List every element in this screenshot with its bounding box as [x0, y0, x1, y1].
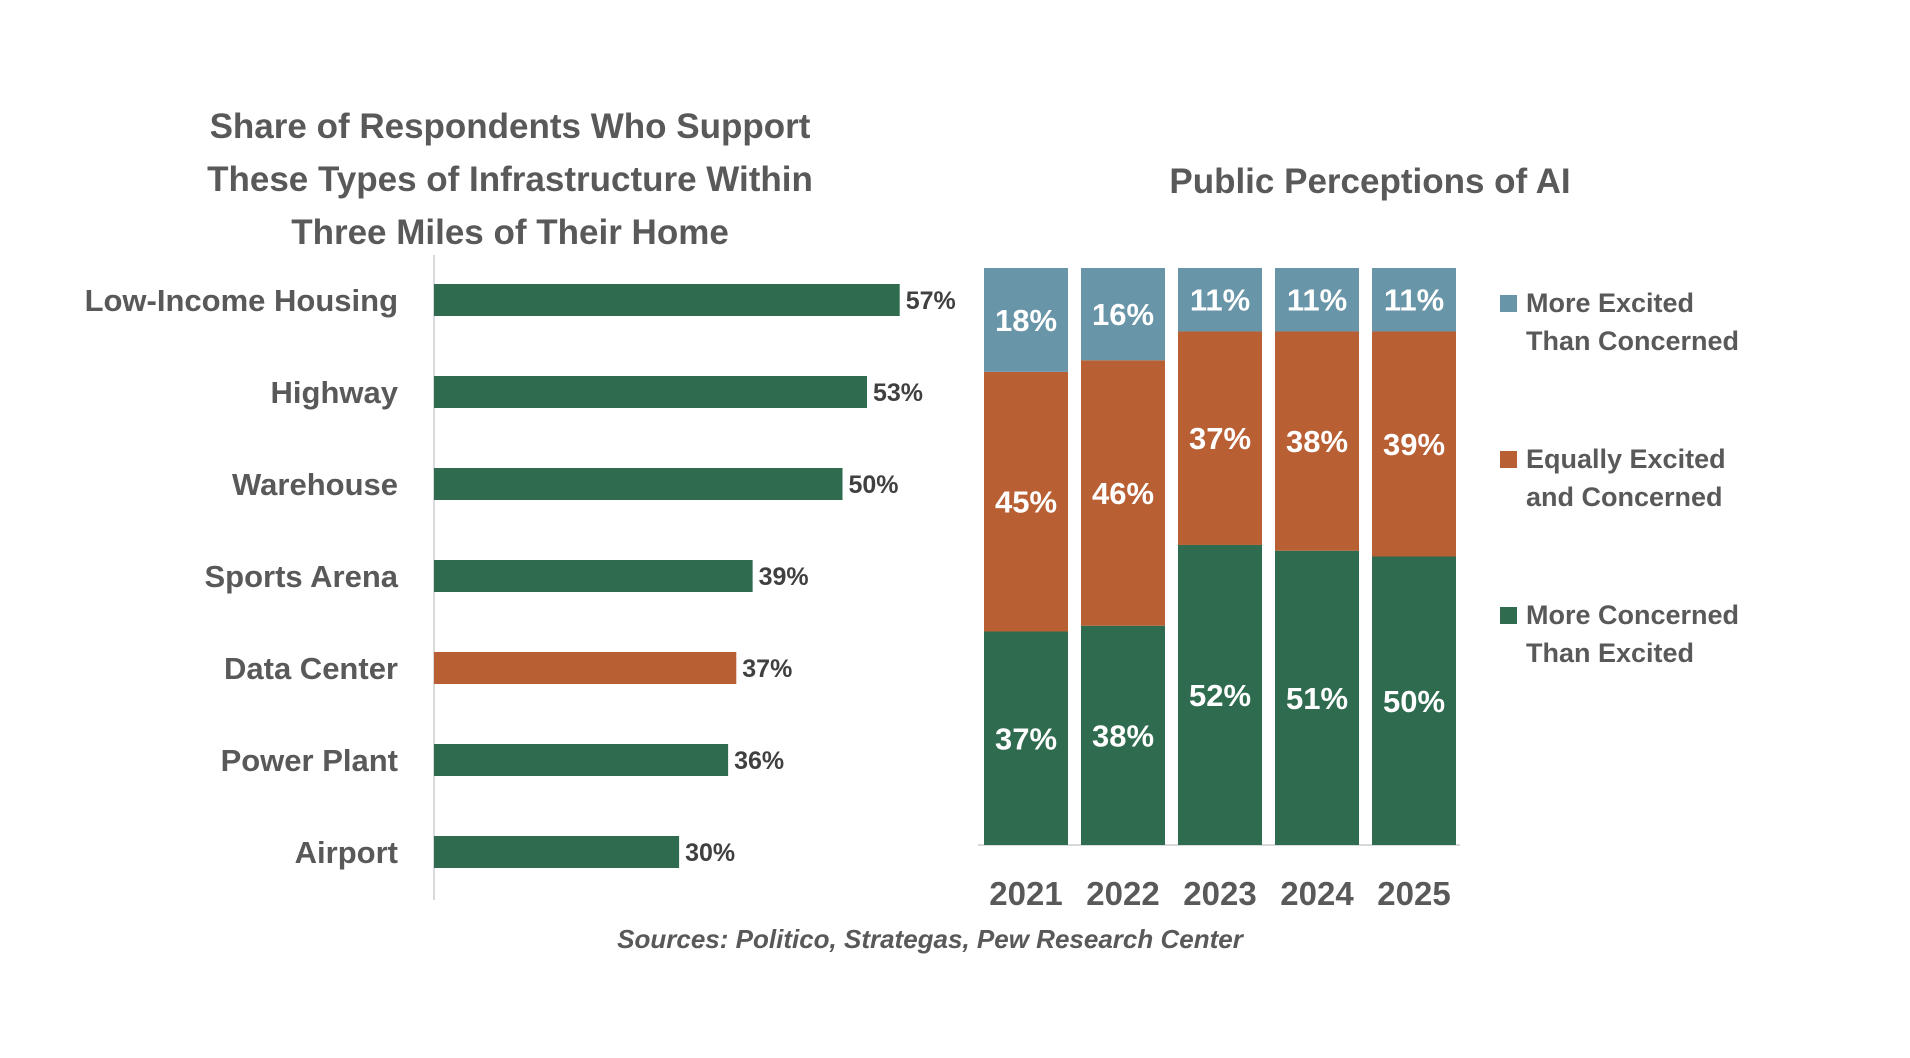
segment-label: 39%	[1383, 427, 1445, 462]
chart-title-line: Share of Respondents Who Support	[210, 107, 811, 146]
segment-label: 11%	[1190, 283, 1250, 318]
source-note: Sources: Politico, Strategas, Pew Resear…	[617, 924, 1245, 954]
segment-label: 37%	[1189, 421, 1251, 456]
chart-title-line: Three Miles of Their Home	[291, 213, 729, 252]
segment-label: 45%	[995, 485, 1057, 520]
data-label: 36%	[734, 747, 784, 775]
ai-perceptions-chart: Public Perceptions of AI 37% 45% 18% 2021 38%…	[978, 162, 1739, 912]
segment-label: 11%	[1384, 283, 1444, 318]
stack-segment	[1275, 268, 1359, 332]
infrastructure-support-chart: Share of Respondents Who Support These Ty…	[85, 107, 956, 900]
legend-label: Than Concerned	[1526, 326, 1739, 356]
data-label: 50%	[849, 471, 899, 499]
chart-title-line: These Types of Infrastructure Within	[207, 160, 813, 199]
legend-label: More Concerned	[1526, 600, 1739, 630]
category-label: Highway	[271, 375, 399, 410]
segment-label: 38%	[1092, 718, 1154, 753]
stack-segment	[1081, 268, 1165, 361]
legend-label: and Concerned	[1526, 482, 1723, 512]
segment-label: 18%	[995, 303, 1057, 338]
segment-label: 51%	[1286, 681, 1348, 716]
x-tick-label: 2021	[989, 875, 1062, 912]
stack-segment	[1178, 331, 1262, 545]
data-label: 30%	[685, 839, 735, 867]
bar	[434, 376, 868, 408]
stack-segment	[1372, 268, 1456, 332]
legend-label: Equally Excited	[1526, 444, 1726, 474]
segment-label: 11%	[1287, 283, 1347, 318]
category-label: Data Center	[224, 651, 398, 686]
category-label: Airport	[295, 835, 398, 870]
bar	[434, 652, 737, 684]
legend-label: More Excited	[1526, 288, 1694, 318]
x-tick-label: 2022	[1086, 875, 1159, 912]
stack-segment	[1178, 544, 1262, 845]
data-label: 39%	[759, 563, 809, 591]
stack-segment	[1275, 550, 1359, 845]
x-tick-label: 2023	[1183, 875, 1256, 912]
segment-label: 16%	[1092, 297, 1154, 332]
stack-segment	[984, 371, 1068, 632]
stack-segment	[1178, 268, 1262, 332]
category-label: Power Plant	[221, 743, 398, 778]
legend-swatch	[1500, 451, 1517, 468]
segment-label: 52%	[1189, 678, 1251, 713]
data-label: 53%	[873, 379, 923, 407]
bar	[434, 836, 680, 868]
stack-segment	[984, 631, 1068, 845]
bar	[434, 468, 843, 500]
legend-swatch	[1500, 295, 1517, 312]
bar	[434, 284, 900, 316]
segment-label: 37%	[995, 721, 1057, 756]
data-label: 37%	[742, 655, 792, 683]
data-label: 57%	[906, 287, 956, 315]
stack-segment	[1081, 625, 1165, 845]
bar	[434, 744, 729, 776]
legend-label: Than Excited	[1526, 638, 1694, 668]
segment-label: 38%	[1286, 424, 1348, 459]
bar	[434, 560, 753, 592]
chart-title: Public Perceptions of AI	[1169, 162, 1570, 201]
segment-label: 50%	[1383, 684, 1445, 719]
stack-segment	[984, 268, 1068, 372]
x-tick-label: 2024	[1280, 875, 1354, 912]
x-tick-label: 2025	[1377, 875, 1450, 912]
stack-segment	[1081, 360, 1165, 626]
stack-segment	[1372, 331, 1456, 557]
category-label: Low-Income Housing	[85, 283, 398, 318]
category-label: Sports Arena	[204, 559, 398, 594]
legend-swatch	[1500, 607, 1517, 624]
stack-segment	[1372, 556, 1456, 845]
stack-segment	[1275, 331, 1359, 551]
category-label: Warehouse	[232, 467, 398, 502]
segment-label: 46%	[1092, 476, 1154, 511]
